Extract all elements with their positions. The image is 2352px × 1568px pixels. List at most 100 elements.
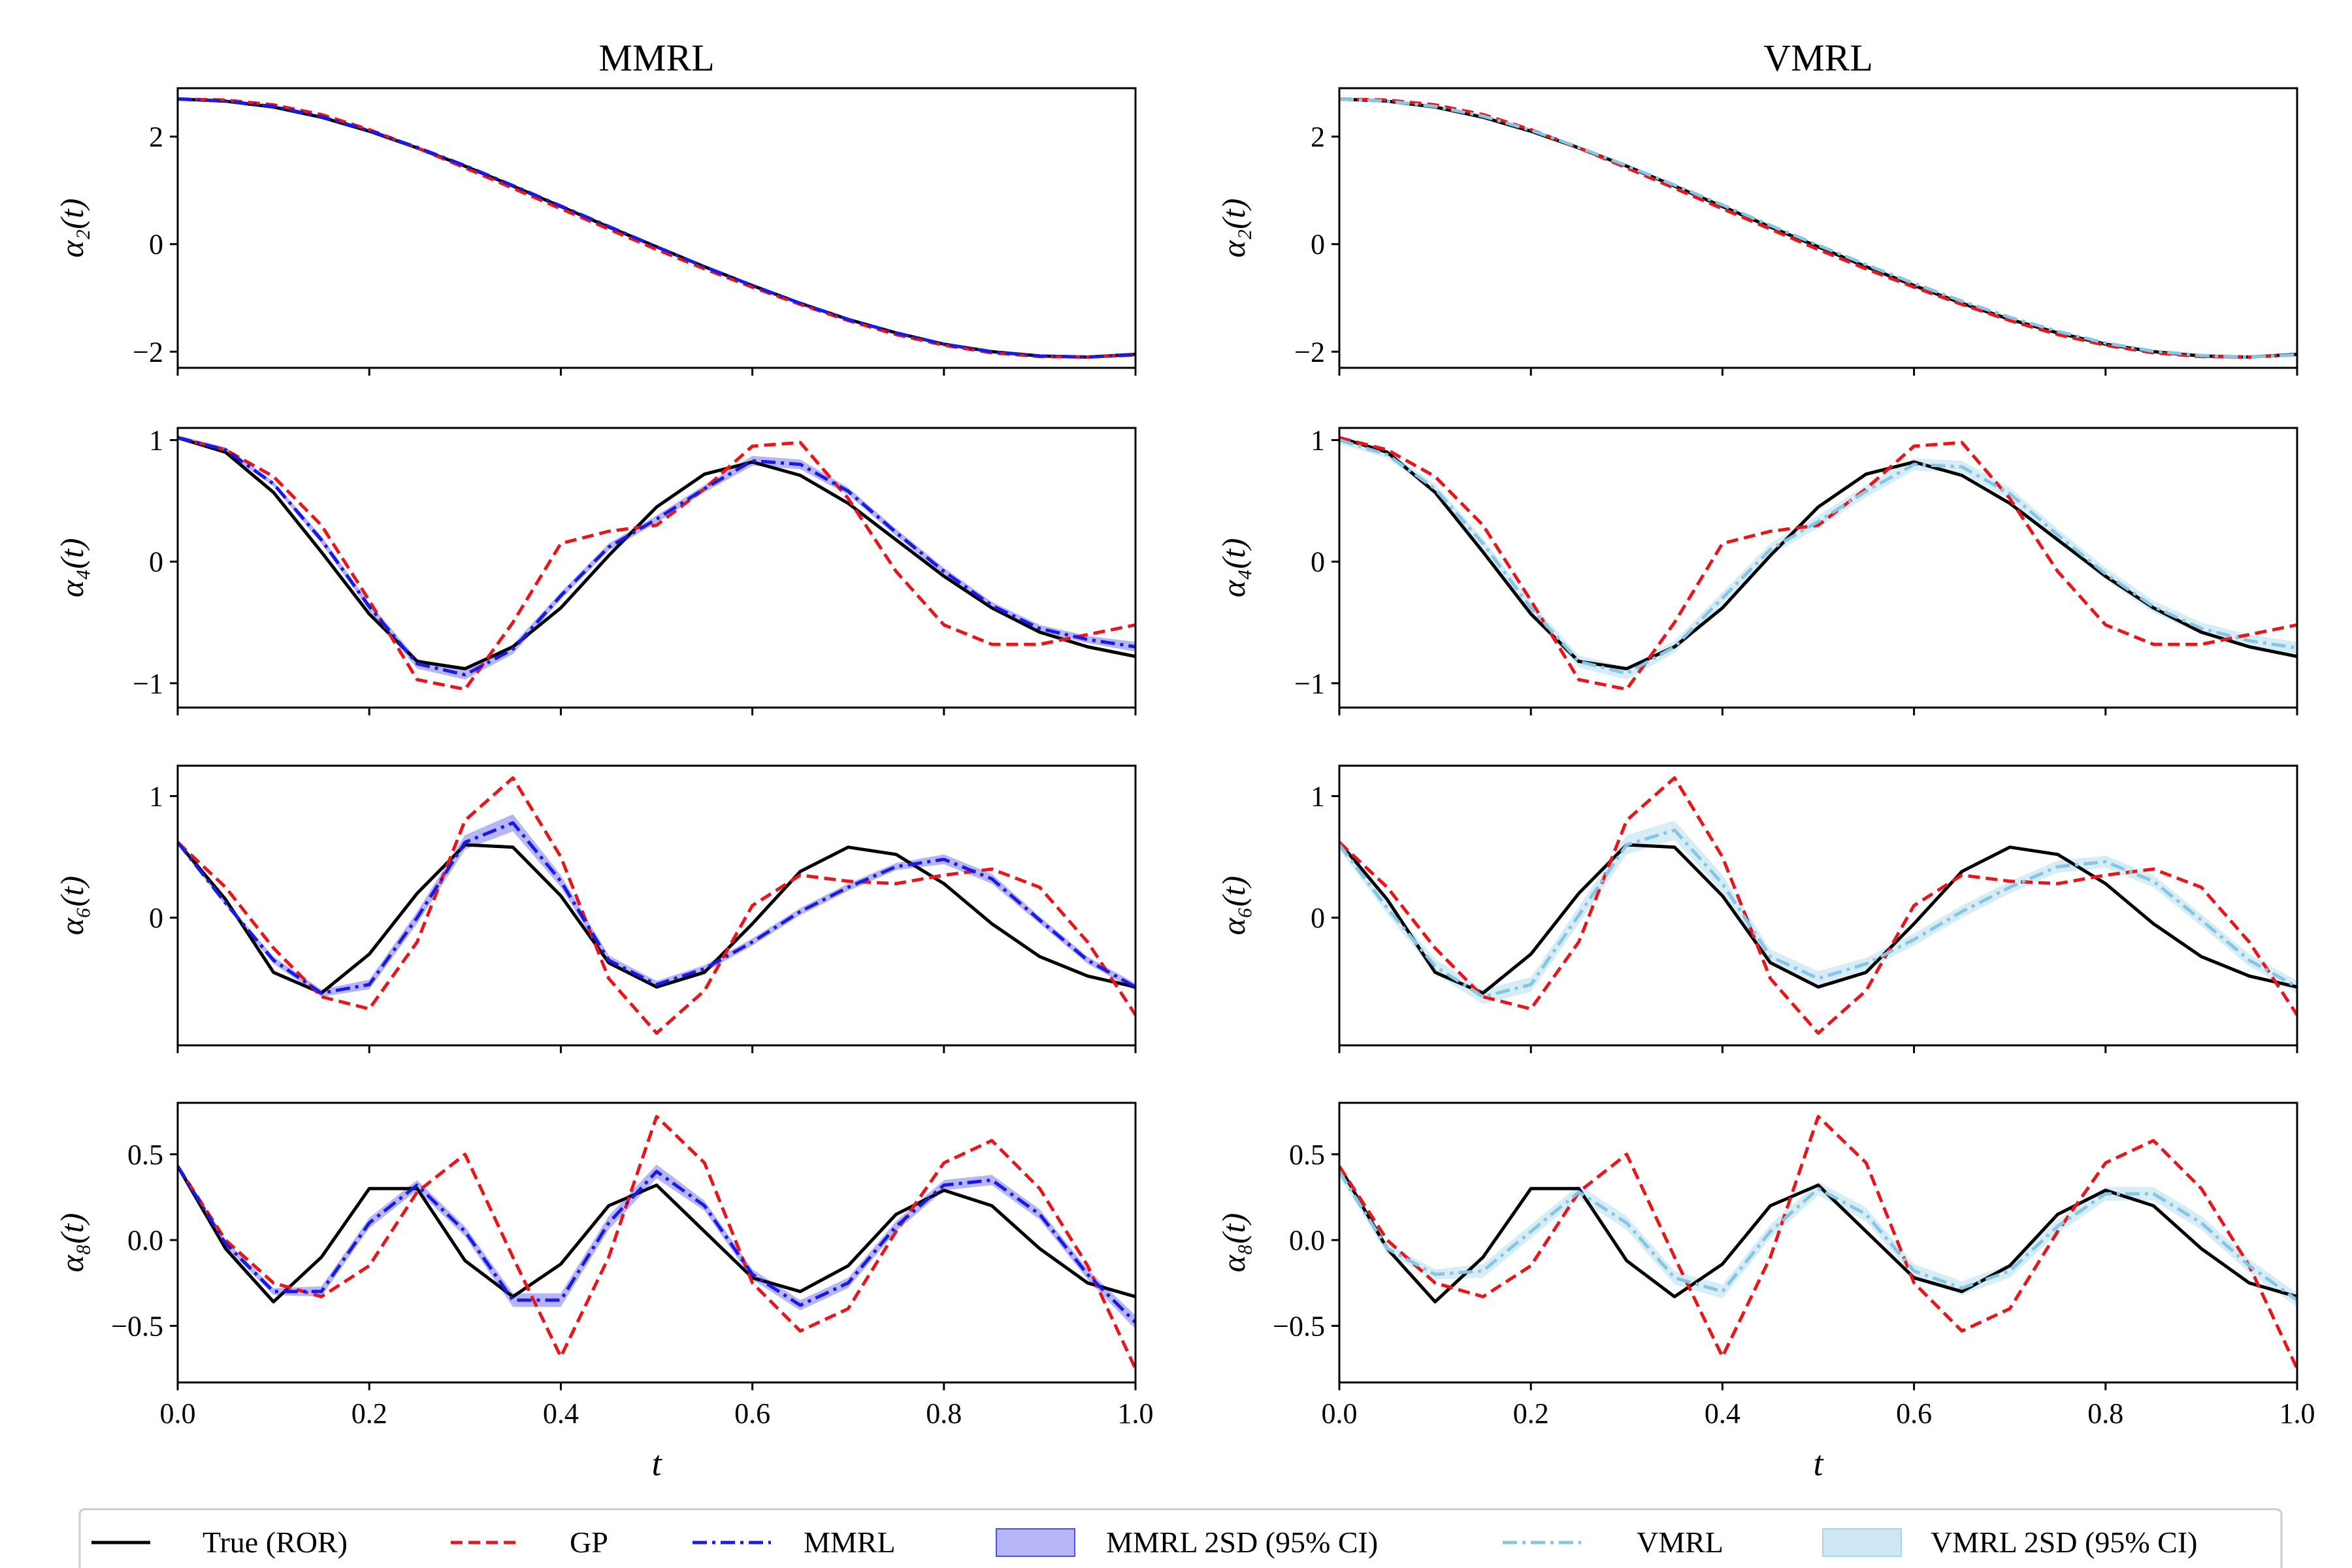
true-line: [178, 436, 1135, 670]
y-tick-label: 0: [149, 229, 163, 261]
legend: True (ROR) GP MMRL MMRL 2SD (95% CI) VMR…: [78, 1508, 2283, 1568]
legend-label-gp: GP: [570, 1526, 608, 1559]
legend-frame: [78, 1508, 2283, 1568]
axes-frame: [176, 764, 1137, 1047]
gp-line: [178, 776, 1135, 1035]
axes-frame: [176, 1102, 1137, 1384]
panel-vmrl-row-1: 2 0 −2 α₂(t): [1215, 87, 2298, 376]
mmrl-line: [178, 436, 1135, 677]
panel-mmrl-row-1: 2 0 −2 α₂(t): [54, 87, 1137, 376]
x-tick-label: 0.6: [1896, 1397, 1932, 1429]
plot-area: [1339, 436, 2297, 691]
x-tick-label: 0.0: [1322, 1397, 1358, 1429]
panel-mmrl-row-3: 1 0 α₆(t): [54, 764, 1137, 1053]
axes-frame: [176, 427, 1137, 709]
true-line: [1339, 436, 2297, 670]
x-tick-label: 1.0: [1118, 1397, 1154, 1429]
y-axis-label: α₄(t): [54, 538, 90, 598]
y-tick-label: 0: [149, 902, 163, 934]
x-axis-label-mmrl: t: [651, 1444, 662, 1483]
vmrl-line: [1339, 97, 2297, 359]
true-line: [178, 841, 1135, 995]
legend-entry-vmrl-band: VMRL 2SD (95% CI): [1822, 1526, 2197, 1559]
y-tick-label: −0.5: [1273, 1310, 1325, 1342]
y-tick-label: 0.5: [1289, 1139, 1325, 1171]
axes-frame: [1338, 1102, 2298, 1384]
x-tick-label: 0.6: [734, 1397, 770, 1429]
panel-mmrl-row-2: 1 0 −1 α₄(t): [54, 425, 1137, 715]
y-tick-label: −2: [133, 336, 163, 368]
panel-mmrl-row-4: 0.5 0.0 −0.5 α₈(t) 0.0 0.2 0.4 0.6 0.8 1.0: [54, 1102, 1154, 1429]
x-tick-label: 0.8: [926, 1397, 962, 1429]
plot-area: [1339, 97, 2297, 359]
legend-entry-true: True (ROR): [91, 1526, 348, 1559]
y-tick-label: 0: [1311, 902, 1325, 934]
gp-line: [1339, 436, 2297, 691]
legend-label-vmrl-band: VMRL 2SD (95% CI): [1931, 1526, 2197, 1559]
legend-entry-mmrl: MMRL: [693, 1526, 896, 1559]
y-axis-label: α₆(t): [1215, 876, 1252, 936]
y-tick-label: 2: [1311, 121, 1325, 153]
plot-area: [178, 97, 1135, 359]
vmrl-line: [1339, 828, 2297, 999]
legend-entry-vmrl: VMRL: [1503, 1526, 1723, 1559]
legend-entry-gp: GP: [451, 1526, 608, 1559]
y-tick-label: 1: [149, 425, 163, 457]
axes-frame: [1338, 427, 2298, 709]
y-tick-label: −0.5: [111, 1310, 163, 1342]
mmrl-line: [178, 97, 1135, 359]
panel-vmrl-row-2: 1 0 −1 α₄(t): [1215, 425, 2298, 715]
plot-area: [1339, 1115, 2297, 1370]
y-tick-label: 1: [1311, 425, 1325, 457]
y-tick-label: −1: [133, 668, 163, 700]
vmrl-line: [1339, 438, 2297, 676]
y-tick-label: 0.0: [1289, 1224, 1325, 1256]
y-axis-label: α₂(t): [54, 199, 90, 258]
axes-frame: [1338, 764, 2298, 1047]
x-tick-label: 0.2: [1513, 1397, 1549, 1429]
x-tick-label: 0.8: [2087, 1397, 2123, 1429]
true-line: [1339, 841, 2297, 995]
x-axis-label-vmrl: t: [1813, 1444, 1824, 1483]
legend-swatch-mmrl-band: [996, 1528, 1075, 1557]
plot-area: [178, 435, 1135, 691]
plot-area: [1339, 776, 2297, 1035]
true-line: [1339, 1165, 2297, 1304]
y-axis-label: α₆(t): [54, 876, 90, 936]
mmrl-line: [178, 1165, 1135, 1324]
x-tick-label: 0.2: [351, 1397, 387, 1429]
mmrl-line: [178, 821, 1135, 995]
vmrl-line: [1339, 1170, 2297, 1302]
y-tick-label: 0.5: [127, 1139, 163, 1171]
column-title-vmrl: VMRL: [1763, 37, 1873, 79]
y-tick-label: −2: [1294, 336, 1325, 368]
panel-grid: 2 0 −2 α₂(t) 2 0 −2 α₂(t) 1 0 −1 α₄(t) 1 0 −1 α₄(t) 1 0 α₆…: [54, 87, 2315, 1429]
gp-line: [1339, 776, 2297, 1035]
plot-area: [178, 776, 1135, 1035]
legend-label-mmrl: MMRL: [804, 1526, 896, 1559]
x-tick-label: 0.4: [1705, 1397, 1740, 1429]
y-axis-label: α₂(t): [1215, 199, 1252, 258]
true-line: [178, 1165, 1135, 1304]
y-tick-label: 1: [149, 781, 163, 813]
legend-label-vmrl: VMRL: [1637, 1526, 1723, 1559]
y-tick-label: 0.0: [127, 1224, 163, 1256]
y-tick-label: 0: [1311, 546, 1325, 578]
panel-vmrl-row-4: 0.5 0.0 −0.5 α₈(t) 0.0 0.2 0.4 0.6 0.8 1.0: [1215, 1102, 2315, 1429]
y-axis-label: α₈(t): [54, 1213, 90, 1273]
y-axis-label: α₄(t): [1215, 538, 1252, 598]
axes-frame: [176, 87, 1137, 369]
plot-area: [178, 1115, 1135, 1370]
axes-frame: [1338, 87, 2298, 369]
x-tick-label: 0.0: [160, 1397, 196, 1429]
legend-label-true: True (ROR): [203, 1526, 348, 1559]
y-tick-label: 0: [1311, 229, 1325, 261]
legend-swatch-vmrl-band: [1822, 1528, 1902, 1557]
gp-line: [178, 97, 1135, 359]
vmrl-band: [1339, 1166, 2297, 1307]
y-tick-label: 0: [149, 546, 163, 578]
legend-entry-mmrl-band: MMRL 2SD (95% CI): [996, 1526, 1378, 1559]
legend-label-mmrl-band: MMRL 2SD (95% CI): [1106, 1526, 1378, 1559]
